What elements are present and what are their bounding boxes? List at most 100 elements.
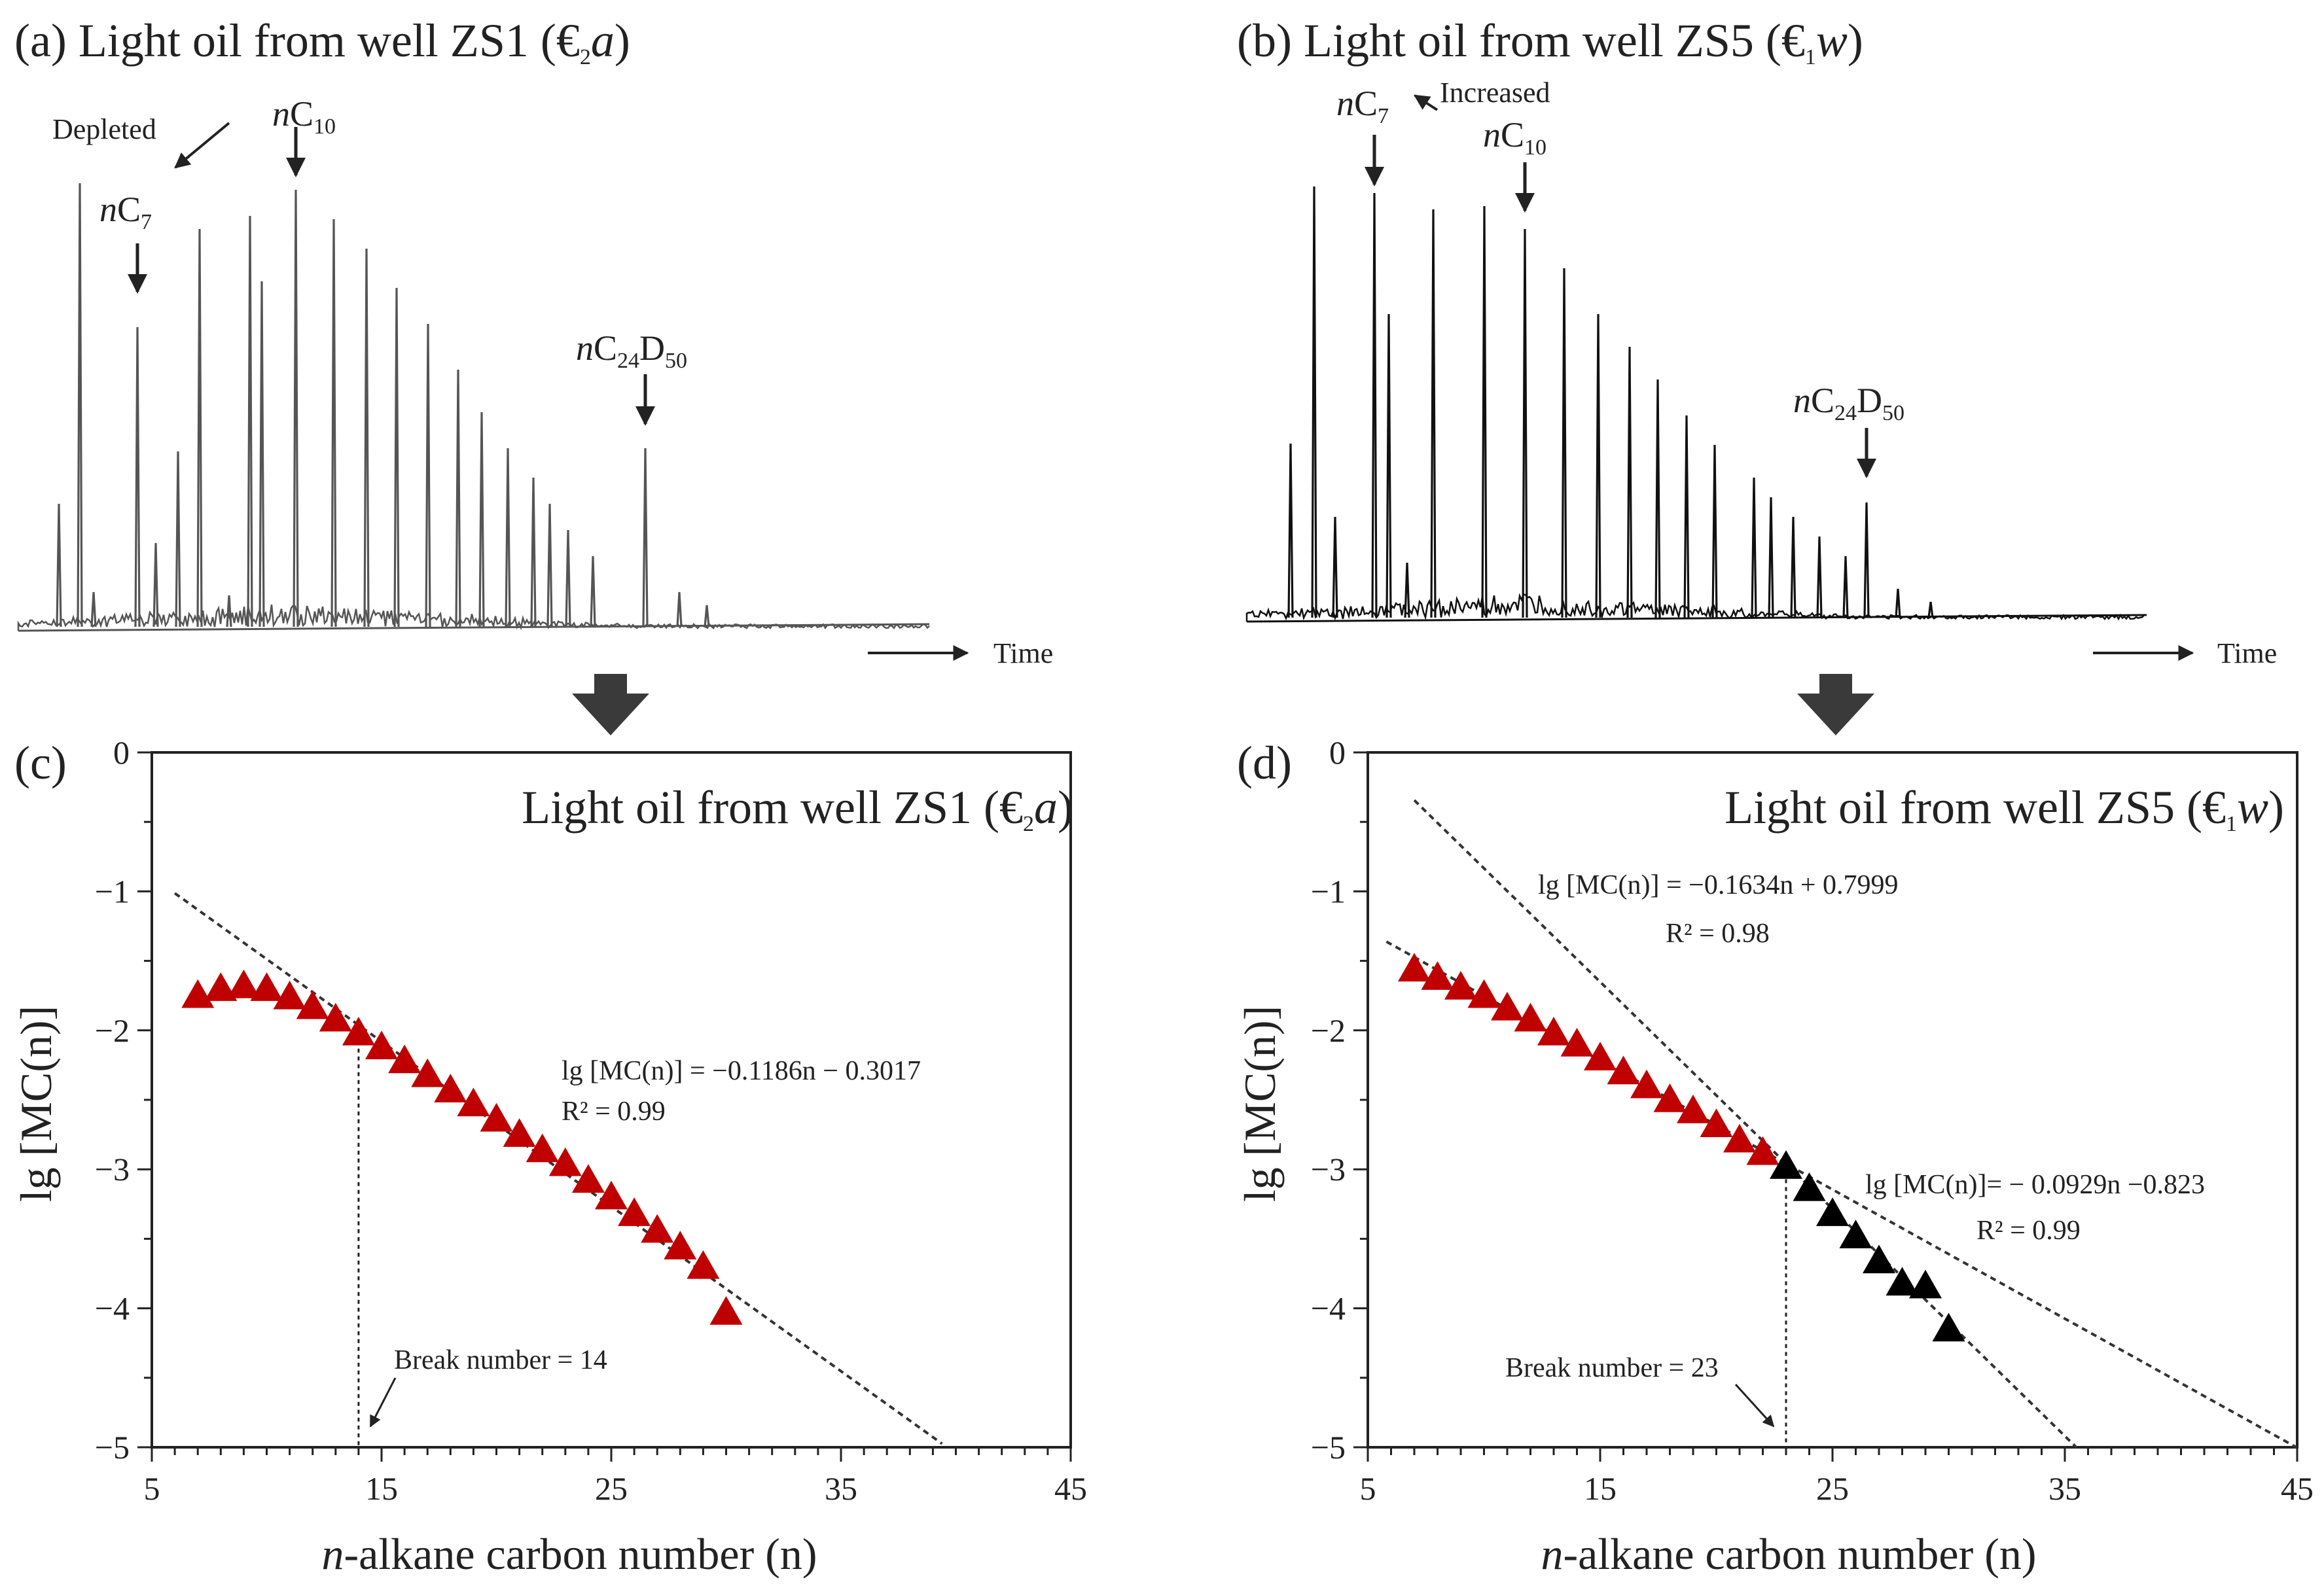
peak	[1371, 192, 1378, 618]
time-label-a: Time	[993, 637, 1053, 669]
peak	[590, 555, 596, 627]
peak	[393, 287, 400, 627]
data-point	[1723, 1123, 1756, 1153]
plot-d-break-arrow	[1734, 1383, 1775, 1428]
data-point	[319, 1002, 352, 1032]
data-point	[273, 980, 306, 1010]
baseline	[18, 623, 930, 632]
data-point	[1467, 979, 1501, 1008]
plot-d-points	[1398, 953, 1965, 1342]
peak	[1927, 601, 1934, 618]
peak	[1711, 444, 1718, 618]
data-point	[641, 1214, 674, 1243]
peak	[1561, 268, 1567, 618]
peak	[1595, 313, 1601, 618]
plot-d-ticks: 5 15 25 35 45 0 −1 −2 −3 −4 −5	[1311, 734, 2314, 1507]
peak	[56, 503, 62, 627]
panel-b-title: (b) Light oil from well ZS5 (€1w)	[1237, 14, 1863, 69]
y-tick-label: −2	[1311, 1012, 1346, 1049]
data-point	[204, 972, 238, 1001]
data-point	[296, 990, 329, 1019]
peak	[226, 595, 232, 627]
data-point	[434, 1074, 467, 1102]
increased-label: Increased	[1440, 77, 1550, 109]
data-point	[1491, 991, 1524, 1021]
peak	[1404, 562, 1410, 618]
data-point	[457, 1087, 490, 1117]
data-point	[1560, 1028, 1594, 1057]
plot-d-r2-1: R² = 0.98	[1666, 919, 1770, 949]
down-arrow-b	[1797, 674, 1874, 735]
peak	[259, 281, 265, 627]
peak	[642, 448, 649, 627]
data-point	[1886, 1267, 1919, 1296]
peak	[1332, 516, 1338, 618]
peak	[1654, 379, 1661, 618]
plot-c-points	[181, 969, 743, 1325]
x-tick-label: 35	[2048, 1470, 2081, 1507]
data-point	[687, 1250, 720, 1279]
plot-c-ticks: 5 15 25 35 45 0 −1 −2 −3 −4 −5	[95, 734, 1087, 1507]
std-label-b: nC24D50	[1793, 381, 1904, 425]
data-point	[1839, 1220, 1872, 1248]
peak	[1311, 186, 1317, 618]
data-point	[503, 1118, 536, 1147]
plot-d-equation-1: lg [MC(n)] = −0.1634n + 0.7999	[1538, 870, 1899, 900]
y-tick-label: −1	[1311, 873, 1346, 909]
plot-c-break-label: Break number = 14	[394, 1345, 607, 1375]
data-point	[388, 1044, 421, 1074]
plot-d-break-label: Break number = 23	[1505, 1353, 1719, 1383]
chromatogram-b	[1245, 186, 2147, 623]
nc7-label-a: nC7	[99, 190, 152, 234]
data-point	[1677, 1094, 1709, 1123]
plot-d-letter: (d)	[1237, 737, 1292, 789]
down-arrow-a	[572, 674, 649, 735]
y-tick-label: −3	[95, 1151, 130, 1188]
peak	[331, 219, 337, 627]
plot-c: (c) 5 15 25 35 45 0 −1 −2 −3 −4 −5 Light oil from …	[11, 734, 1087, 1579]
data-point	[1607, 1055, 1640, 1085]
data-point	[548, 1147, 582, 1176]
peak	[505, 448, 511, 627]
chromatogram-a	[17, 183, 930, 632]
nc10-label-a: nC10	[272, 94, 336, 139]
std-label-a: nC24D50	[576, 328, 687, 373]
data-point	[480, 1102, 513, 1132]
data-point	[1398, 953, 1431, 982]
peak	[676, 591, 683, 627]
plot-d-ylabel: lg [MC(n)]	[1235, 1006, 1285, 1202]
peak	[1895, 588, 1901, 618]
x-tick-label: 45	[2281, 1470, 2314, 1507]
plot-d-equation-2: lg [MC(n)]= − 0.0929n −0.823	[1865, 1170, 2205, 1200]
data-point	[1793, 1172, 1826, 1201]
x-tick-label: 25	[1816, 1470, 1849, 1507]
data-point	[227, 969, 260, 998]
peak	[1430, 209, 1437, 618]
peak	[1626, 346, 1633, 618]
plot-c-break-arrow	[369, 1377, 397, 1428]
peak	[546, 503, 553, 627]
plot-d-frame	[1367, 751, 2298, 1449]
peak	[1385, 313, 1392, 618]
y-tick-label: −2	[95, 1012, 130, 1049]
fit-line	[1413, 799, 2078, 1449]
plot-c-letter: (c)	[14, 737, 67, 789]
nc7-label-b: nC7	[1336, 84, 1389, 128]
peak	[363, 248, 370, 627]
peak	[1683, 415, 1690, 618]
plot-c-r2: R² = 0.99	[562, 1097, 666, 1127]
data-point	[250, 972, 283, 1001]
plot-d-r2-2: R² = 0.99	[1976, 1216, 2081, 1246]
peak	[247, 215, 253, 627]
data-point	[1932, 1312, 1965, 1342]
peak	[175, 451, 181, 627]
y-tick-label: −4	[95, 1290, 130, 1327]
peak	[293, 189, 299, 627]
data-point	[342, 1017, 375, 1046]
peak	[478, 412, 485, 627]
x-tick-label: 35	[825, 1470, 857, 1507]
y-tick-label: −4	[1311, 1290, 1346, 1327]
peak	[425, 323, 431, 627]
data-point	[1816, 1197, 1849, 1226]
